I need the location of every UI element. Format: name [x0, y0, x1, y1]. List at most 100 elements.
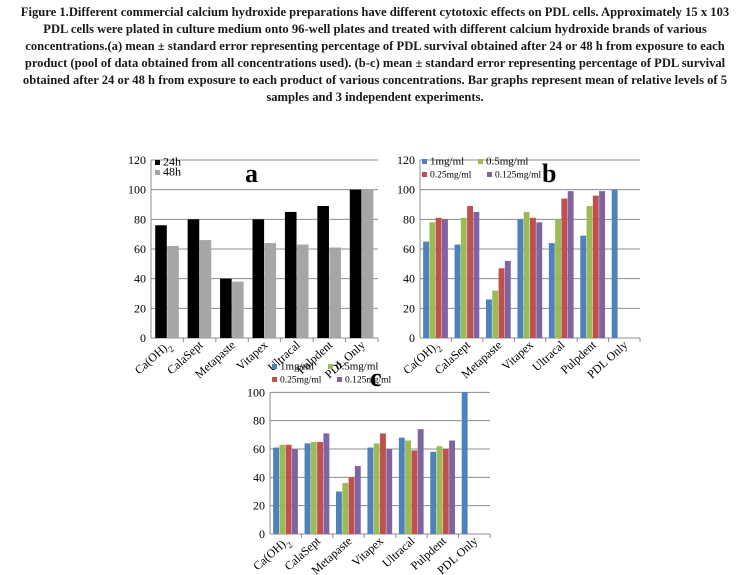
chart-b: 020406080100120Ca(OH)2CalaSeptMetapasteV…: [397, 153, 641, 381]
bar-0-5mg-ml: [373, 443, 380, 534]
bar-0-5mg-ml: [342, 483, 349, 534]
legend-swatch: [422, 159, 427, 164]
y-tick-label: 20: [134, 301, 146, 315]
bar-0-125mg-ml: [354, 466, 361, 534]
bar-24h: [317, 205, 329, 338]
panel-letter: c: [370, 363, 382, 392]
bar-0-125mg-ml: [449, 440, 456, 534]
legend-label: 24h: [163, 155, 181, 169]
bar-48h: [167, 246, 179, 338]
bar-0-125mg-ml: [323, 433, 330, 534]
y-tick-label: 20: [403, 301, 415, 315]
y-tick-label: 100: [397, 183, 415, 197]
legend-swatch: [328, 364, 333, 369]
y-tick-label: 80: [134, 212, 146, 226]
bar-1mg-ml: [367, 447, 374, 534]
x-tick-label: Vitapex: [349, 534, 386, 569]
y-tick-label: 120: [128, 153, 146, 167]
bar-0-25mg-ml: [592, 195, 599, 338]
y-tick-label: 20: [253, 499, 265, 513]
bar-0-5mg-ml: [523, 211, 530, 338]
bar-0-5mg-ml: [405, 440, 412, 534]
bar-0-25mg-ml: [285, 444, 292, 534]
legend-swatch: [478, 159, 483, 164]
y-tick-label: 120: [397, 153, 415, 167]
bar-1mg-ml: [398, 437, 405, 534]
bar-1mg-ml: [461, 392, 468, 534]
bar-48h: [199, 240, 212, 338]
bar-0-5mg-ml: [429, 222, 436, 338]
y-tick-label: 0: [140, 331, 146, 345]
legend-label: 48h: [163, 165, 181, 179]
bar-48h: [296, 244, 309, 338]
legend-swatch: [337, 377, 342, 382]
bar-0-25mg-ml: [498, 268, 505, 338]
bar-1mg-ml: [454, 244, 461, 338]
bar-0-125mg-ml: [442, 219, 448, 338]
legend-swatch: [422, 172, 427, 177]
y-tick-label: 40: [134, 272, 146, 286]
y-tick-label: 40: [253, 470, 265, 484]
y-tick-label: 0: [409, 331, 415, 345]
bar-0-5mg-ml: [310, 441, 317, 534]
bar-24h: [284, 211, 297, 338]
y-tick-label: 40: [403, 272, 415, 286]
chart-c: 020406080100Ca(OH)2CalaSeptMetapasteVita…: [247, 361, 491, 575]
bar-0-5mg-ml: [586, 205, 593, 338]
bar-0-5mg-ml: [436, 446, 443, 534]
bar-1mg-ml: [336, 491, 342, 534]
bar-24h: [155, 225, 167, 338]
legend-label: 0.25mg/ml: [280, 376, 322, 386]
y-tick-label: 60: [403, 242, 415, 256]
bar-0-25mg-ml: [380, 433, 386, 534]
bar-1mg-ml: [430, 451, 437, 534]
legend-label: 0.25mg/ml: [430, 171, 472, 181]
bar-48h: [264, 243, 277, 338]
legend-label: 1mg/ml: [280, 361, 314, 373]
bar-1mg-ml: [273, 447, 280, 534]
bar-48h: [361, 189, 374, 338]
legend-label: 0.5mg/ml: [336, 361, 378, 373]
bar-0-25mg-ml: [442, 449, 449, 534]
legend-label: 0.5mg/ml: [486, 156, 528, 168]
bar-1mg-ml: [580, 235, 587, 338]
legend-swatch: [155, 170, 160, 175]
legend-label: 1mg/ml: [430, 156, 464, 168]
legend-label: 0.125mg/ml: [345, 376, 392, 386]
legend-swatch: [155, 160, 160, 165]
bar-0-25mg-ml: [348, 477, 355, 534]
bar-1mg-ml: [611, 189, 618, 338]
bar-1mg-ml: [304, 443, 311, 534]
bar-0-125mg-ml: [599, 191, 606, 338]
bar-1mg-ml: [423, 241, 430, 338]
legend-label: 0.125mg/ml: [495, 171, 542, 181]
legend-swatch: [272, 377, 277, 382]
bar-0-125mg-ml: [473, 211, 480, 338]
bar-0-125mg-ml: [567, 191, 574, 338]
legend-swatch: [487, 172, 492, 177]
y-tick-label: 0: [259, 527, 265, 541]
bar-24h: [349, 189, 362, 338]
bar-24h: [220, 278, 232, 338]
bar-0-125mg-ml: [504, 260, 511, 338]
bar-0-25mg-ml: [317, 441, 324, 534]
bar-1mg-ml: [486, 299, 492, 338]
bar-0-25mg-ml: [435, 217, 442, 338]
y-tick-label: 60: [134, 242, 146, 256]
bar-0-125mg-ml: [292, 449, 298, 534]
panel-letter: a: [245, 159, 258, 188]
bar-0-125mg-ml: [386, 449, 393, 534]
bar-1mg-ml: [548, 243, 555, 338]
figure-caption: Figure 1.Different commercial calcium hy…: [20, 5, 730, 104]
y-tick-label: 80: [253, 414, 265, 428]
y-tick-label: 100: [128, 183, 146, 197]
bar-24h: [252, 219, 265, 338]
bar-48h: [329, 247, 341, 338]
bar-0-5mg-ml: [555, 219, 562, 338]
bar-0-125mg-ml: [536, 222, 543, 338]
legend-swatch: [272, 364, 277, 369]
bar-0-25mg-ml: [467, 205, 474, 338]
bar-0-5mg-ml: [492, 290, 499, 338]
bar-1mg-ml: [517, 219, 524, 338]
bar-48h: [232, 281, 244, 338]
